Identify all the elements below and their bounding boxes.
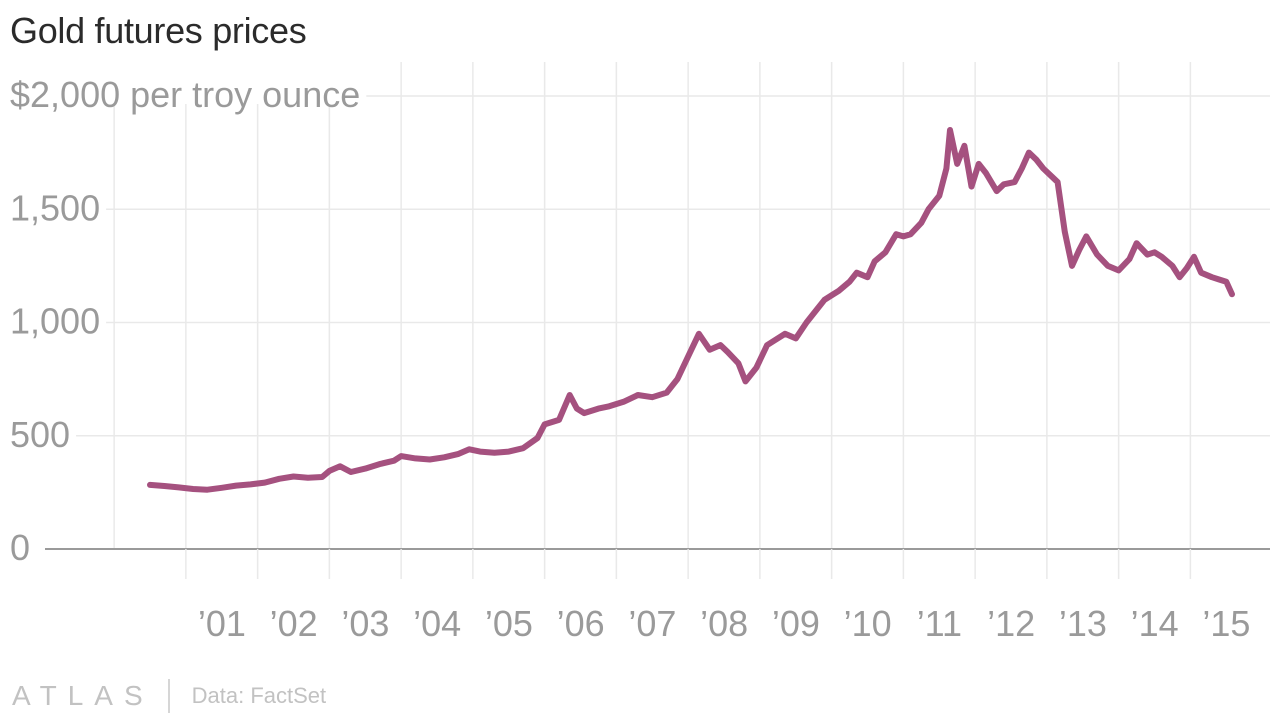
tick-labels: 0 500 1,000 1,500 $2,000 per troy ounce ’01 ’0… <box>6 60 1250 644</box>
y-tick-label: 1,000 <box>10 301 100 342</box>
x-tick-label: ’14 <box>1131 603 1179 644</box>
y-tick-label-bg <box>6 173 107 218</box>
y-tick-label-bg <box>6 399 77 444</box>
source-note: Data: FactSet <box>191 683 327 708</box>
x-tick-label: ’05 <box>485 603 533 644</box>
y-tick-label: 500 <box>10 414 70 455</box>
line-chart: 0 500 1,000 1,500 $2,000 per troy ounce ’01 ’0… <box>6 60 1270 644</box>
gridlines <box>45 62 1270 549</box>
x-tick-label: ’11 <box>917 603 962 644</box>
y-tick-label: 0 <box>10 527 30 568</box>
x-tick-label: ’04 <box>413 603 461 644</box>
x-tick-label: ’06 <box>557 603 605 644</box>
brand-logo: ATLAS <box>12 680 154 711</box>
y-tick-label-bg <box>6 60 367 104</box>
x-tick-label: ’15 <box>1202 603 1250 644</box>
x-tick-label: ’02 <box>270 603 318 644</box>
x-tick-label: ’08 <box>700 603 748 644</box>
series-line <box>147 127 1235 493</box>
x-tick-label: ’13 <box>1059 603 1107 644</box>
chart-title: Gold futures prices <box>10 10 307 51</box>
footer: ATLAS Data: FactSet <box>12 678 326 714</box>
x-tick-label: ’12 <box>987 603 1035 644</box>
axes <box>45 548 1270 579</box>
x-tick-label: ’07 <box>628 603 676 644</box>
y-tick-label-bg <box>6 513 37 557</box>
footer-divider <box>167 679 170 713</box>
x-tick-label: ’03 <box>341 603 389 644</box>
x-tick-label: ’09 <box>772 603 820 644</box>
y-tick-label-bg <box>6 286 107 331</box>
x-tick-label: ’10 <box>844 603 892 644</box>
y-tick-label: $2,000 per troy ounce <box>10 74 360 115</box>
x-tick-label: ’01 <box>198 603 246 644</box>
y-tick-label: 1,500 <box>10 187 100 228</box>
series-layer <box>147 127 1235 493</box>
